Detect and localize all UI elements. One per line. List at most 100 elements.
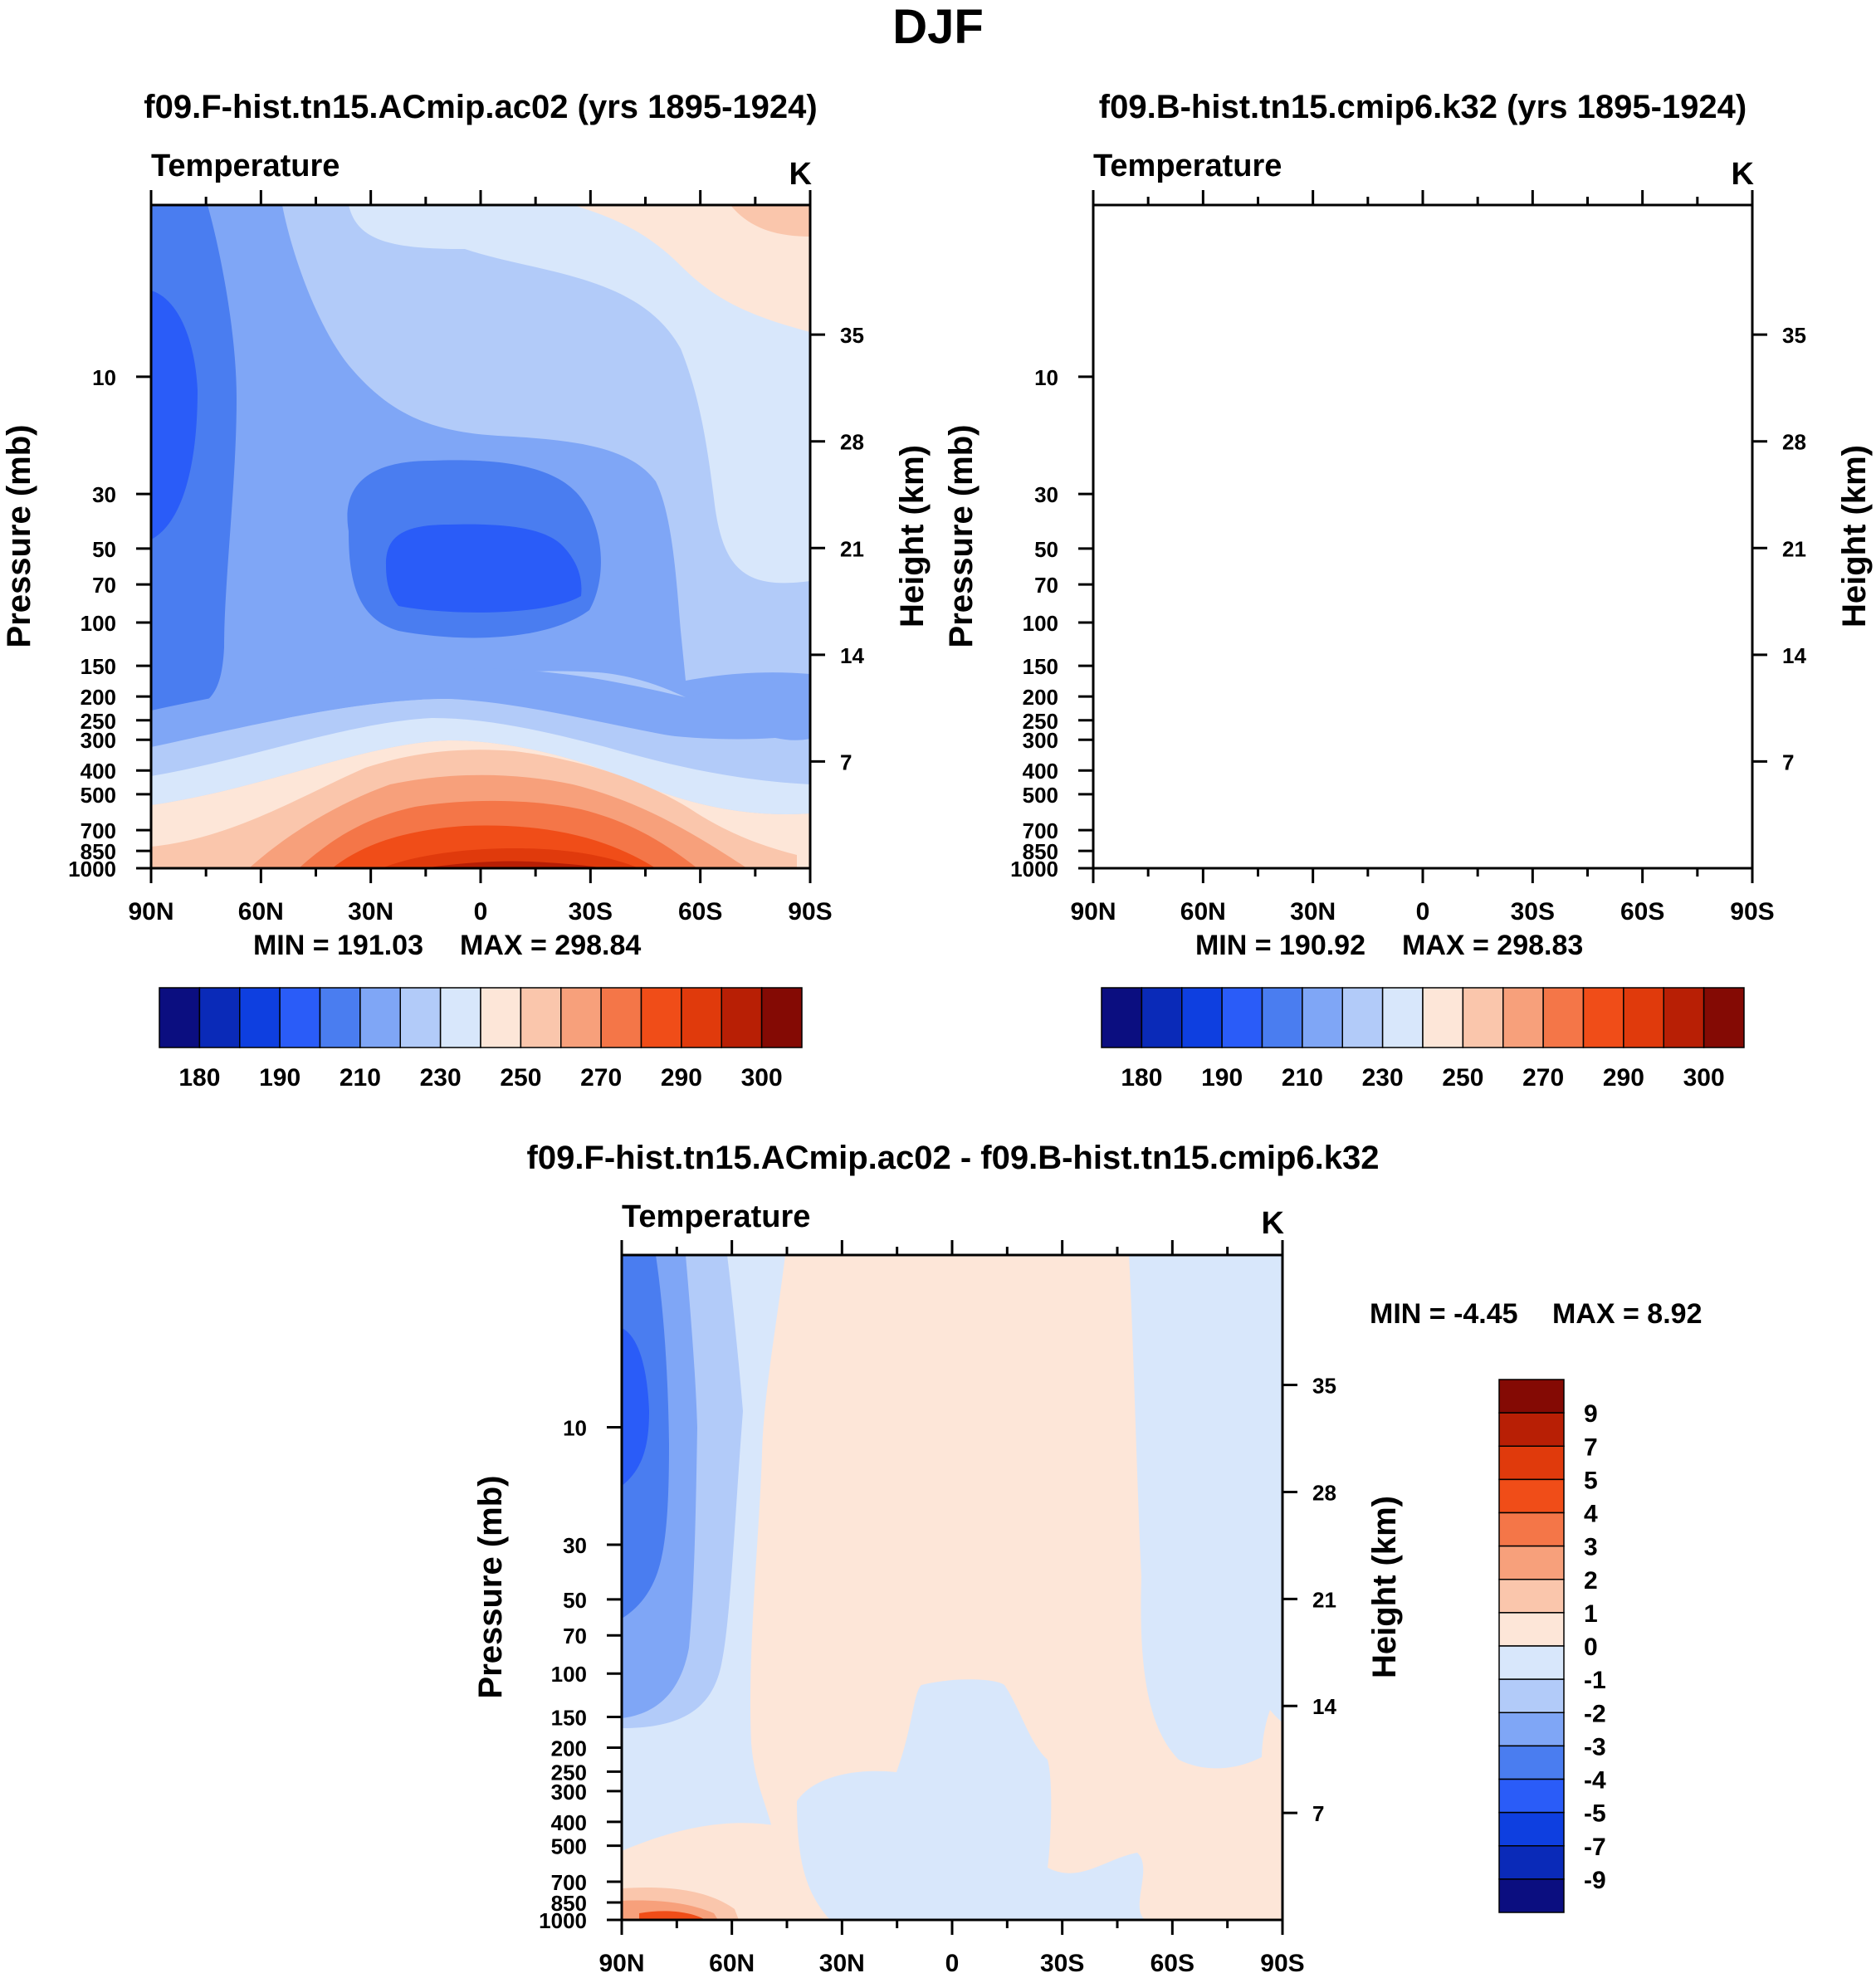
colorbar-swatch <box>1341 987 1384 1048</box>
x-tick-label: 30N <box>348 898 393 926</box>
y-tick-label: 150 <box>1023 654 1058 679</box>
y2-tick-label: 14 <box>1782 643 1806 668</box>
y-tick-label: 30 <box>92 482 116 507</box>
panel-a: f09.F-hist.tn15.ACmip.ac02 (yrs 1895-192… <box>1 89 931 1092</box>
contour-fill <box>1324 848 1581 868</box>
colorbar-swatch <box>1498 1678 1565 1713</box>
y-tick-label: 200 <box>81 685 116 710</box>
contour-fill <box>423 861 606 868</box>
colorbar-label: 0 <box>1584 1634 1598 1661</box>
plot-frame <box>1092 203 1754 870</box>
max-label: MAX = 8.92 <box>1552 1298 1702 1330</box>
colorbar-label: 270 <box>1522 1064 1564 1092</box>
colorbar-swatch <box>1498 1478 1565 1514</box>
colorbar-swatch <box>1498 1712 1565 1747</box>
colorbar-swatch <box>1582 987 1624 1048</box>
y-tick-label: 1000 <box>539 1908 587 1933</box>
y2-tick-label: 14 <box>1312 1694 1336 1719</box>
y-tick-label: 10 <box>92 365 116 390</box>
y-tick-label: 1000 <box>68 857 116 882</box>
contour-fill <box>349 205 810 584</box>
colorbar-swatch <box>1181 987 1223 1048</box>
y-axis-label: Pressure (mb) <box>1 425 37 648</box>
colorbar-label: 210 <box>340 1064 381 1092</box>
colorbar-label: 4 <box>1584 1501 1598 1528</box>
colorbar-label: -4 <box>1584 1767 1606 1795</box>
contour-fill <box>1093 699 1752 784</box>
colorbar-label: -5 <box>1584 1800 1606 1828</box>
colorbar-swatch <box>1302 987 1343 1048</box>
contour-fill <box>151 718 810 814</box>
colorbar-swatch <box>319 987 361 1048</box>
colorbar-swatch <box>480 987 522 1048</box>
colorbar-label: -1 <box>1584 1667 1606 1694</box>
colorbar-label: 270 <box>580 1064 622 1092</box>
colorbar: 180 190 210 230 250 270 290 300 <box>1101 987 1745 1092</box>
contour-fill <box>1093 740 1752 868</box>
x-tick-label: 90S <box>788 898 832 926</box>
panel-c-title: f09.F-hist.tn15.ACmip.ac02 - f09.B-hist.… <box>527 1140 1380 1176</box>
y-tick-label: 1000 <box>1010 857 1058 882</box>
y2-tick-label: 35 <box>1312 1374 1336 1399</box>
colorbar-swatch <box>1498 1745 1565 1780</box>
y-tick-label: 700 <box>1023 818 1058 843</box>
min-label: MIN = -4.45 <box>1370 1298 1518 1330</box>
colorbar-swatch <box>1498 1645 1565 1680</box>
y-tick-label: 200 <box>1023 685 1058 710</box>
colorbar-label: 210 <box>1282 1064 1323 1092</box>
x-tick-label: 90N <box>1070 898 1116 926</box>
panel-c: f09.F-hist.tn15.ACmip.ac02 - f09.B-hist.… <box>472 1140 1702 1977</box>
colorbar-label: 300 <box>741 1064 783 1092</box>
y-tick-label: 100 <box>1023 611 1058 636</box>
y-tick-label: 850 <box>81 839 116 864</box>
colorbar-label: 290 <box>661 1064 702 1092</box>
max-label: MAX = 298.84 <box>460 930 641 961</box>
contour-fill <box>1291 205 1752 583</box>
x-tick-label: 60S <box>1151 1950 1194 1977</box>
y-tick-label: 300 <box>551 1780 587 1805</box>
colorbar-label: 230 <box>1362 1064 1404 1092</box>
colorbar-swatch <box>1422 987 1464 1048</box>
y-tick-label: 70 <box>92 573 116 598</box>
colorbar-label: -9 <box>1584 1867 1606 1894</box>
x-tick-label: 90N <box>128 898 173 926</box>
x-tick-label: 0 <box>1416 898 1430 926</box>
colorbar-swatch <box>1141 987 1183 1048</box>
x-tick-label: 0 <box>474 898 488 926</box>
figure-title: DJF <box>892 0 984 54</box>
contour-fill <box>639 1911 706 1920</box>
x-tick-label: 60S <box>1620 898 1664 926</box>
colorbar-swatch <box>399 987 442 1048</box>
contour-fill <box>1093 205 1752 868</box>
contour-fill <box>1289 460 1542 637</box>
y2-tick-label: 7 <box>840 750 852 774</box>
contour-fill <box>1515 205 1752 332</box>
panel-a-title: f09.F-hist.tn15.ACmip.ac02 (yrs 1895-192… <box>144 89 817 125</box>
colorbar-swatch <box>1498 1412 1565 1447</box>
y-tick-label: 70 <box>1034 573 1058 598</box>
y2-tick-label: 7 <box>1782 750 1794 774</box>
contour-fill <box>622 1328 649 1486</box>
colorbar-swatch <box>1663 987 1705 1048</box>
panel-b-variable: Temperature <box>1093 149 1282 183</box>
colorbar-label: 300 <box>1683 1064 1725 1092</box>
axes: 90N 60N 30N 0 30S 60S 90S103050701001502002503… <box>68 190 864 926</box>
y-tick-label: 50 <box>563 1588 587 1613</box>
y2-tick-label: 28 <box>1312 1480 1336 1505</box>
panel-a-variable: Temperature <box>151 149 340 183</box>
colorbar-label: 190 <box>259 1064 300 1092</box>
colorbar-swatch <box>239 987 281 1048</box>
y-tick-label: 10 <box>1034 365 1058 390</box>
contour-fill <box>573 205 810 332</box>
y2-tick-label: 14 <box>840 643 864 668</box>
y-tick-label: 250 <box>81 709 116 734</box>
y-tick-label: 500 <box>1023 783 1058 808</box>
min-label: MIN = 191.03 <box>253 930 423 961</box>
y2-tick-label: 35 <box>840 323 864 348</box>
x-tick-label: 90N <box>598 1950 644 1977</box>
min-label: MIN = 190.92 <box>1195 930 1365 961</box>
contour-fill <box>1241 801 1639 868</box>
y-tick-label: 70 <box>563 1624 587 1648</box>
y2-tick-label: 21 <box>840 536 864 561</box>
y-tick-label: 50 <box>92 537 116 562</box>
